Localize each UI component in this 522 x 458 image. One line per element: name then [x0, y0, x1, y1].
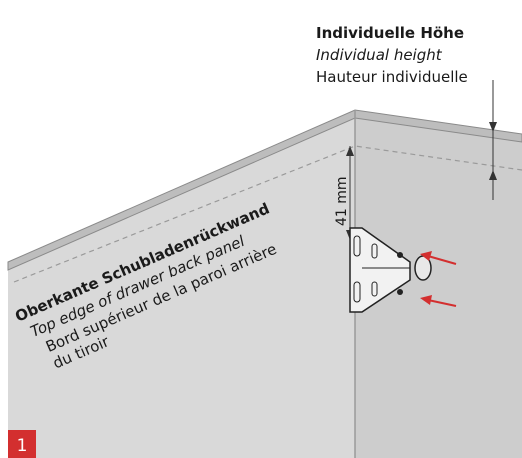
height-label-de: Individuelle Höhe	[316, 24, 464, 42]
left-wall	[8, 116, 355, 458]
step-badge	[8, 430, 36, 458]
arrow	[346, 146, 354, 156]
bracket	[349, 227, 432, 313]
height-label-fr: Hauteur individuelle	[316, 68, 468, 86]
right-wall	[355, 116, 522, 458]
dimension-label: 41 mm	[334, 176, 350, 226]
arrow	[489, 122, 497, 132]
height-label-en: Individual height	[316, 46, 443, 64]
step-number: 1	[17, 436, 28, 456]
dashed-edge	[13, 145, 522, 283]
arrow	[489, 170, 497, 180]
red-arrows	[420, 251, 457, 307]
